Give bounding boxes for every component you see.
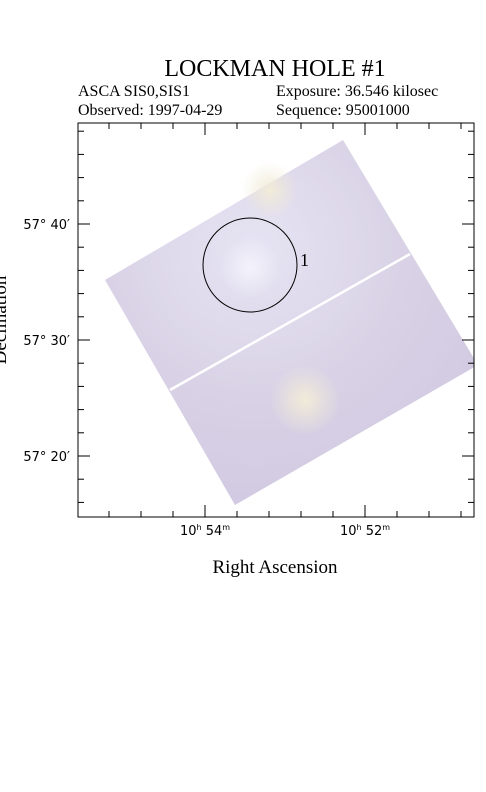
title: LOCKMAN HOLE #1 — [164, 56, 385, 82]
emission — [242, 162, 298, 218]
exposure: Exposure: 36.546 kilosec — [276, 83, 438, 100]
x-tick-label: 10h 52m — [340, 523, 390, 539]
source-circle — [202, 217, 298, 313]
y-tick-label: 57° 20′ — [23, 450, 70, 465]
chip-gap — [169, 252, 411, 392]
sky-image — [105, 140, 474, 505]
x-tick-label: 10h 54m — [180, 523, 230, 539]
y-axis-label: Declination — [0, 275, 11, 364]
tick-marks — [78, 123, 474, 517]
emission — [270, 365, 340, 435]
sequence: Sequence: 95001000 — [276, 102, 410, 119]
instrument: ASCA SIS0,SIS1 — [78, 83, 190, 100]
emission — [220, 238, 280, 298]
y-tick-label: 57° 30′ — [23, 334, 70, 349]
source-label: 1 — [300, 250, 309, 270]
y-tick-label: 57° 40′ — [23, 218, 70, 233]
x-axis-label: Right Ascension — [212, 557, 338, 578]
plot-frame — [77, 122, 475, 518]
observed: Observed: 1997-04-29 — [78, 102, 222, 119]
